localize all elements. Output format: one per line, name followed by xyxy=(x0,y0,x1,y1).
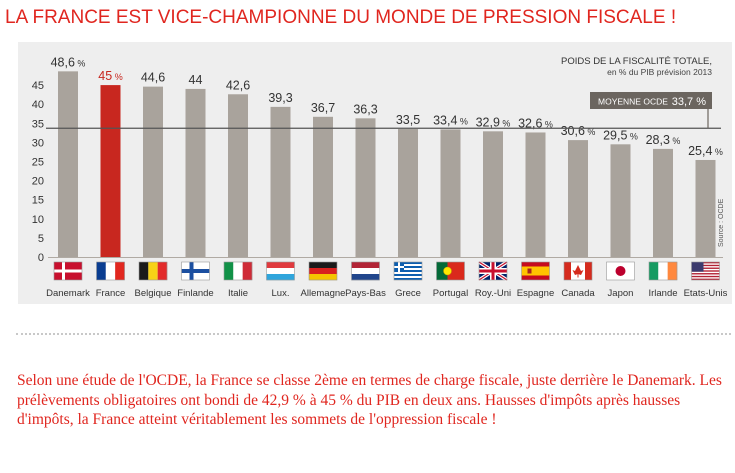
y-tick-label: 20 xyxy=(32,176,44,188)
bar xyxy=(568,140,588,257)
bar xyxy=(398,129,418,257)
bar xyxy=(610,144,631,257)
luxembourg-flag-icon xyxy=(266,261,295,281)
value-label: 44,6 xyxy=(141,71,165,85)
finland-flag-icon xyxy=(181,261,210,281)
value-label: 33,4 % xyxy=(433,113,468,127)
bar xyxy=(653,148,673,257)
chart-panel: 0 5 10 15 20 25 30 35 40 45 48,6 % Danemark 45 % Fran… xyxy=(18,42,732,304)
france-flag-icon xyxy=(96,261,125,281)
portugal-flag-icon xyxy=(436,261,465,281)
spain-flag-icon xyxy=(521,261,550,281)
category-label: Portugal xyxy=(433,288,468,299)
y-tick-label: 25 xyxy=(32,157,44,169)
category-label: Lux. xyxy=(272,288,290,299)
bar xyxy=(58,71,78,258)
category-label: Espagne xyxy=(517,288,555,299)
category-label: Allemagne xyxy=(301,288,346,299)
average-label: MOYENNE OCDE xyxy=(598,97,668,107)
value-label: 39,3 xyxy=(268,91,292,105)
value-label: 30,6 % xyxy=(561,124,596,138)
bar xyxy=(355,118,376,257)
category-label: Belgique xyxy=(135,288,172,299)
category-label: Roy.-Uni xyxy=(475,288,511,299)
value-label: 25,4 % xyxy=(688,144,723,158)
value-label: 36,7 xyxy=(311,101,335,115)
source-note: Source : OCDE xyxy=(718,198,725,247)
category-label: France xyxy=(96,288,126,299)
y-tick-label: 0 xyxy=(38,252,44,264)
category-label: Canada xyxy=(561,288,595,299)
category-label: Italie xyxy=(228,288,248,299)
greece-flag-icon xyxy=(393,261,423,281)
chart-title: POIDS DE LA FISCALITÉ TOTALE, xyxy=(561,56,712,67)
value-label: 29,5 % xyxy=(603,128,638,142)
value-label: 48,6 % xyxy=(51,55,86,69)
y-tick-label: 5 xyxy=(38,233,44,245)
value-label: 32,6 % xyxy=(518,116,553,130)
bar xyxy=(270,106,291,258)
y-tick-label: 15 xyxy=(32,195,44,207)
belgium-flag-icon xyxy=(138,261,168,281)
value-label: 36,3 xyxy=(353,102,377,116)
category-label: Japon xyxy=(608,288,634,299)
average-value: 33,7 % xyxy=(672,96,706,108)
y-tick-label: 30 xyxy=(32,137,44,149)
category-label: Etats-Unis xyxy=(684,288,728,299)
category-label: Finlande xyxy=(177,288,213,299)
bar-chart: 0 5 10 15 20 25 30 35 40 45 48,6 % Danemark 45 % Fran… xyxy=(32,55,728,299)
headline: LA FRANCE EST VICE-CHAMPIONNE DU MONDE D… xyxy=(5,7,677,28)
bar xyxy=(525,132,546,257)
category-label: Pays-Bas xyxy=(345,288,386,299)
italy-flag-icon xyxy=(223,261,253,281)
category-label: Danemark xyxy=(46,288,90,299)
separator xyxy=(16,333,731,335)
value-label: 33,5 xyxy=(396,113,420,127)
bar xyxy=(143,86,163,258)
y-tick-label: 40 xyxy=(32,99,44,111)
bar xyxy=(185,88,206,257)
value-label: 28,3 % xyxy=(646,133,681,147)
bar xyxy=(440,129,461,257)
germany-flag-icon xyxy=(308,261,338,281)
value-label: 45 % xyxy=(98,69,122,83)
chart-subtitle: en % du PIB prévision 2013 xyxy=(607,67,712,77)
average-label-box xyxy=(590,92,712,109)
article-text: Selon une étude de l'OCDE, la France se … xyxy=(17,372,722,428)
bar xyxy=(313,116,333,257)
value-label: 42,6 xyxy=(226,78,250,92)
y-tick-label: 45 xyxy=(32,80,44,92)
bar xyxy=(228,94,248,257)
denmark-flag-icon xyxy=(53,261,83,281)
category-label: Grece xyxy=(395,288,421,299)
value-label: 32,9 % xyxy=(476,115,511,129)
category-label: Irlande xyxy=(648,288,677,299)
bar xyxy=(695,159,716,257)
ireland-flag-icon xyxy=(648,261,678,281)
japan-flag-icon xyxy=(606,261,635,281)
y-tick-label: 35 xyxy=(32,118,44,130)
united-kingdom-flag-icon xyxy=(478,260,508,282)
value-label: 44 xyxy=(189,73,203,87)
united-states-flag-icon xyxy=(691,261,720,281)
bar xyxy=(100,85,121,257)
canada-flag-icon xyxy=(563,261,593,281)
bar xyxy=(483,131,503,257)
netherlands-flag-icon xyxy=(351,261,380,281)
y-tick-label: 10 xyxy=(32,214,44,226)
